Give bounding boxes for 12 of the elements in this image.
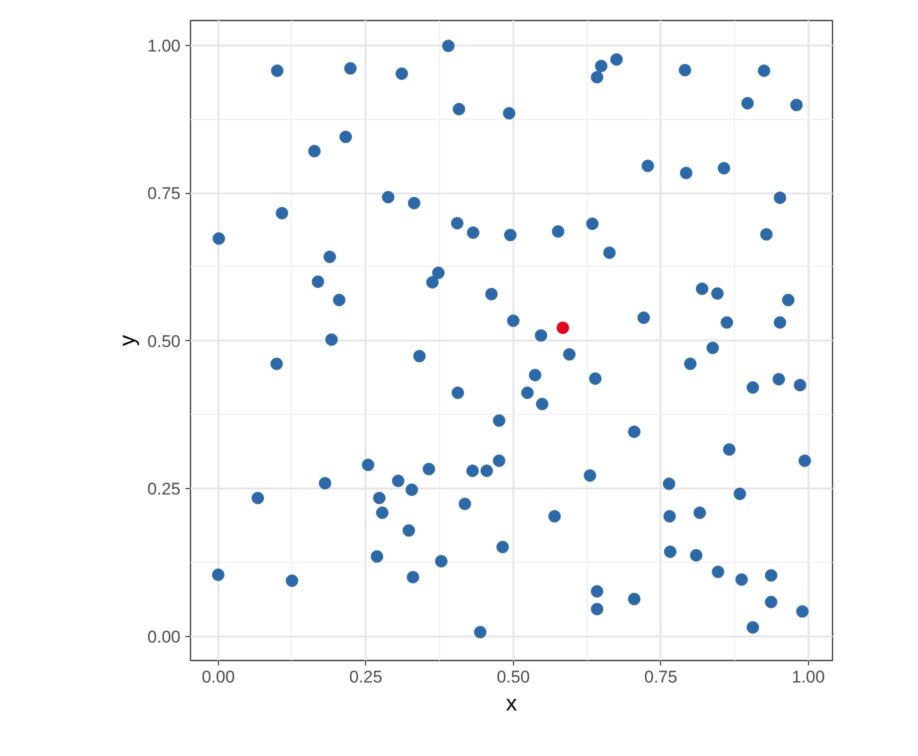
y-tick-label: 0.75 <box>147 184 181 204</box>
y-tick-label: 1.00 <box>147 36 181 56</box>
y-tick-label: 0.25 <box>147 480 181 499</box>
x-tick-label: 0.75 <box>644 668 678 686</box>
x-tick-label: 0.50 <box>496 668 530 686</box>
x-tick-label: 1.00 <box>792 668 825 686</box>
y-tick-label: 0.00 <box>147 627 181 646</box>
y-axis-title: y <box>114 335 140 346</box>
y-tick-label: 0.50 <box>147 332 181 351</box>
x-tick-label: 0.25 <box>349 668 382 686</box>
x-tick-label: 0.00 <box>202 668 235 686</box>
x-axis-title: x <box>506 690 517 716</box>
